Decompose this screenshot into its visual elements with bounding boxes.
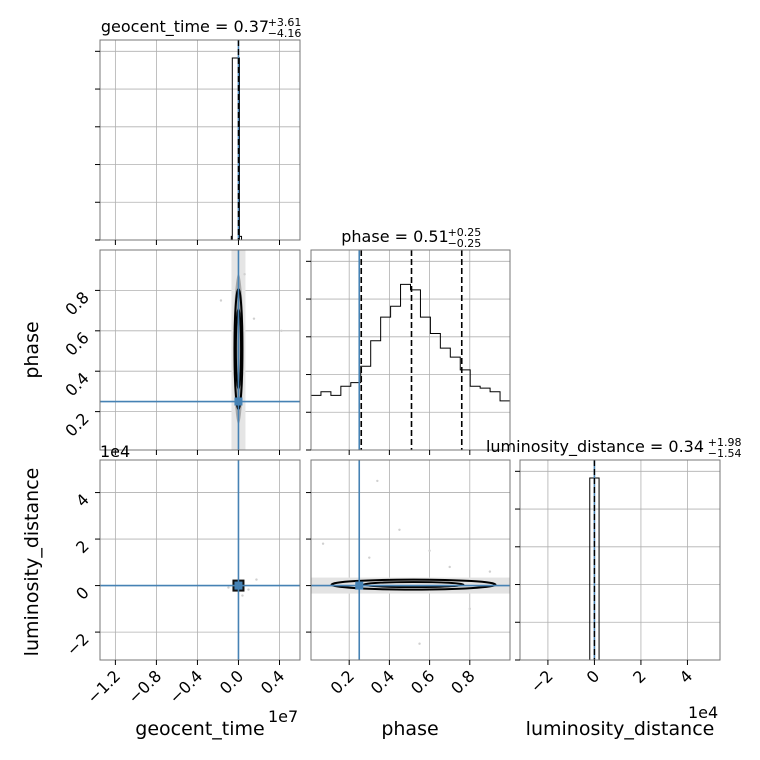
x-tick-label-luminosity_distance: 2 (629, 666, 650, 687)
scatter-point (376, 479, 379, 483)
scatter-point (243, 273, 246, 276)
hist-bar-phase (311, 283, 510, 402)
y-tick-label-phase: 0.2 (61, 409, 92, 440)
y-tick-label-phase: 0.8 (61, 288, 92, 319)
title-phase: phase = 0.51 (341, 227, 448, 246)
y-tick-label-phase: 0.6 (61, 328, 92, 359)
scatter-point (468, 607, 471, 611)
scatter-point (241, 594, 244, 597)
offset-luminosity-distance-y: 1e4 (100, 442, 130, 461)
offset-geocent-time-x: 1e7 (268, 707, 298, 726)
content-layer (100, 40, 600, 660)
scatter-point (255, 578, 258, 581)
scatter-point (227, 586, 230, 589)
panel-geocent_time-hist-frame (99, 39, 301, 241)
scatter-point (280, 329, 283, 333)
title-geocent-time: geocent_time = 0.37 (101, 17, 269, 37)
grid-layer (100, 40, 720, 660)
scatter-point (448, 565, 451, 569)
truth-marker (234, 397, 243, 406)
scatter-point (219, 299, 223, 302)
offset-luminosity-distance-x: 1e4 (688, 703, 718, 722)
x-tick-label-phase: 0.2 (327, 666, 358, 697)
scatter-point (321, 542, 325, 545)
title-luminosity-distance: luminosity_distance = 0.34 (486, 437, 704, 457)
contour-inner (362, 581, 465, 588)
scatter-point (398, 528, 401, 531)
panel-geocent_time-vs-luminosity_distance-frame (99, 459, 301, 661)
x-tick-label-phase: 0.6 (407, 666, 438, 697)
x-tick-label-luminosity_distance: 4 (676, 666, 697, 687)
panel-geocent_time-vs-phase-frame (99, 249, 301, 451)
title-geocent-time-sup: +3.61 (268, 16, 302, 29)
frames-layer (99, 39, 721, 661)
x-tick-label-luminosity_distance: 0 (583, 666, 604, 687)
y-tick-label-luminosity_distance: −2 (63, 629, 93, 659)
x-tick-label-geocent_time: 0.0 (216, 666, 247, 697)
panel-phase-hist-frame (310, 249, 511, 451)
scatter-point (488, 570, 492, 573)
x-tick-label-geocent_time: −0.4 (165, 666, 206, 707)
x-tick-label-luminosity_distance: −2 (527, 666, 557, 696)
y-tick-label-luminosity_distance: 0 (72, 583, 93, 604)
x-axis-label-phase: phase (381, 718, 438, 740)
scatter-point (368, 556, 371, 559)
x-axis-label-geocent-time: geocent_time (135, 718, 264, 740)
x-tick-label-geocent_time: −1.2 (83, 666, 124, 707)
scatter-point (428, 549, 431, 552)
y-tick-label-luminosity_distance: 4 (72, 490, 93, 511)
y-axis-label-phase: phase (21, 321, 43, 378)
x-tick-label-geocent_time: −0.8 (124, 666, 165, 707)
truth-marker (355, 581, 364, 590)
title-geocent-time-sub: −4.16 (268, 27, 302, 40)
scatter-point (247, 588, 250, 591)
panel-luminosity_distance-hist-frame (519, 459, 721, 661)
title-luminosity-distance-sup: +1.98 (708, 436, 742, 449)
scatter-point (252, 317, 256, 320)
x-tick-label-phase: 0.8 (447, 666, 478, 697)
title-phase-sup: +0.25 (448, 226, 482, 239)
y-tick-label-phase: 0.4 (61, 369, 92, 400)
scatter-point (418, 642, 421, 645)
x-axis-label-luminosity-distance: luminosity_distance (526, 718, 715, 740)
x-tick-label-phase: 0.4 (367, 666, 398, 697)
truth-marker (234, 581, 243, 590)
contour-outer (330, 578, 497, 591)
hist-bar-geocent_time (230, 57, 243, 240)
title-luminosity-distance-sub: −1.54 (708, 447, 742, 460)
title-phase-sub: −0.25 (448, 237, 482, 250)
y-axis-label-luminosity-distance: luminosity_distance (21, 468, 43, 657)
x-tick-label-geocent_time: 0.4 (257, 666, 288, 697)
y-tick-label-luminosity_distance: 2 (72, 536, 93, 557)
panel-phase-vs-luminosity_distance-frame (310, 459, 511, 661)
